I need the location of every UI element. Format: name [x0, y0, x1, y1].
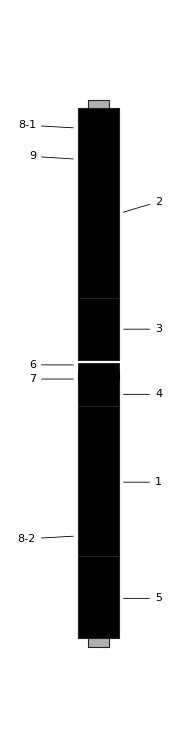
Bar	[78, 298, 119, 361]
Bar	[85, 298, 112, 361]
Bar	[85, 556, 112, 638]
Bar	[112, 298, 119, 361]
Bar	[78, 363, 119, 370]
Text: 1: 1	[123, 477, 162, 487]
Bar	[112, 108, 119, 298]
Bar	[112, 556, 119, 638]
Bar	[88, 99, 109, 108]
Bar	[78, 370, 119, 406]
Bar	[78, 406, 85, 556]
Bar	[78, 556, 85, 638]
Bar	[78, 370, 85, 406]
Text: 6: 6	[29, 360, 73, 370]
Bar	[78, 298, 85, 361]
Bar	[78, 556, 119, 638]
Text: 8-1: 8-1	[18, 120, 73, 130]
Text: 2: 2	[123, 197, 162, 212]
Text: 4: 4	[123, 389, 162, 400]
Bar	[78, 373, 119, 381]
Bar	[112, 406, 119, 556]
Text: 8-2: 8-2	[18, 534, 73, 544]
Bar	[78, 108, 85, 298]
Bar	[85, 108, 112, 298]
Bar	[78, 108, 119, 298]
Bar	[88, 638, 109, 646]
Text: 3: 3	[123, 324, 162, 334]
Bar	[85, 406, 112, 556]
Bar	[78, 406, 119, 556]
Text: 5: 5	[123, 593, 162, 604]
Bar	[112, 370, 119, 406]
Bar	[85, 370, 112, 406]
Text: 7: 7	[29, 374, 73, 384]
Text: 9: 9	[29, 152, 73, 161]
